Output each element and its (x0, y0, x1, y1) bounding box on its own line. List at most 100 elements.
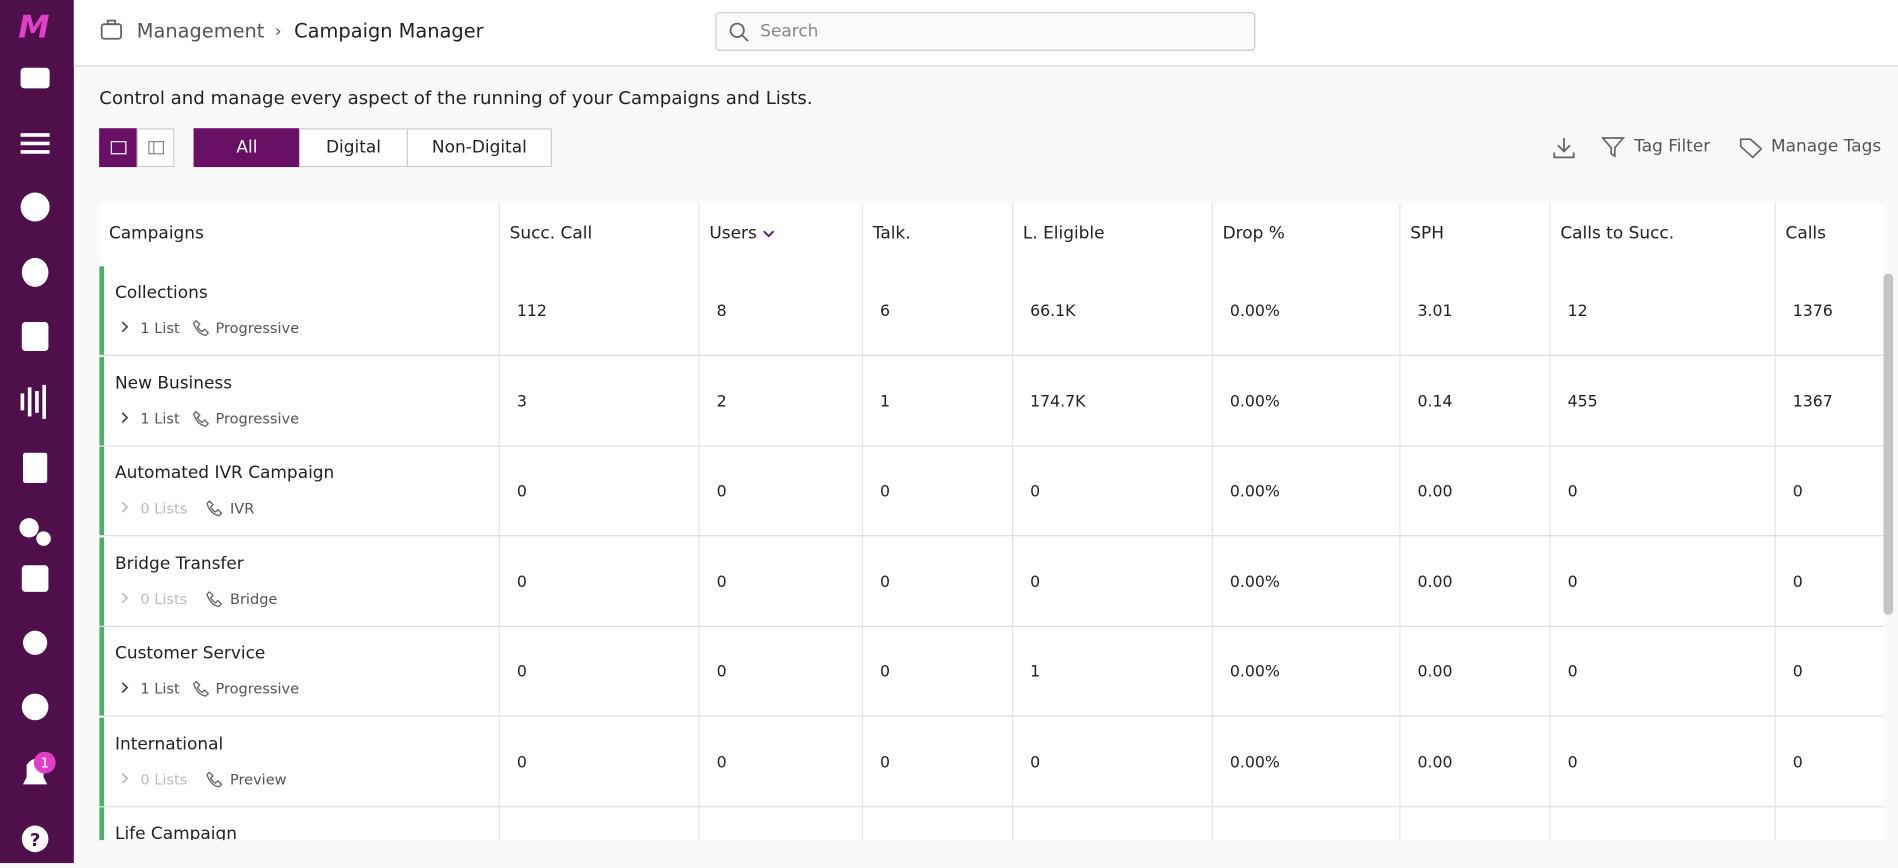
nav-icon[interactable] (20, 192, 50, 222)
dial-mode-icon (206, 770, 223, 791)
campaign-name[interactable]: Automated IVR Campaign (114, 463, 335, 483)
sort-icon (762, 230, 774, 238)
nav-icon[interactable] (22, 630, 48, 655)
filter-icon (1601, 137, 1626, 158)
cell-value: 0 (1567, 482, 1578, 502)
search-placeholder: Search (760, 21, 819, 42)
column-header: Campaigns (108, 223, 204, 244)
column-divider (1011, 203, 1014, 841)
cell-value: 12 (1567, 302, 1588, 321)
list-count: 0 Lists (140, 770, 188, 788)
cell-value: 1 (1030, 663, 1041, 682)
column-divider (1399, 203, 1401, 841)
cell-value: 174.7K (1030, 392, 1086, 411)
cell-value: 0.00% (1229, 753, 1280, 772)
table-row[interactable]: International 0 Lists Preview 0 0 0 0 0.00% 0.00… (99, 717, 1884, 807)
cell-value: 0 (516, 753, 527, 772)
cell-value: 0 (1567, 573, 1578, 592)
nav-icon[interactable] (21, 321, 49, 352)
cell-value: 0 (880, 482, 891, 502)
top-bar: Management › Campaign Manager Search (73, 0, 1898, 67)
campaign-name[interactable]: International (114, 734, 224, 754)
cell-value: 0 (716, 482, 727, 502)
nav-icon[interactable] (21, 693, 49, 721)
column-divider (698, 203, 700, 841)
scrollbar[interactable] (1883, 273, 1894, 615)
help-mark: ? (30, 830, 41, 851)
column-header: Calls to Succ. (1560, 223, 1675, 244)
table-row[interactable]: New Business 1 List Progressive 3 2 1 174.7K 0.… (99, 356, 1884, 447)
campaign-table: Campaigns Succ. Call Users Talk. L. Eligibl… (99, 203, 1884, 841)
nav-icon[interactable] (22, 452, 48, 483)
search-icon (729, 22, 749, 42)
column-header[interactable]: Users (709, 224, 774, 243)
nav-icon[interactable] (21, 565, 49, 592)
table-row[interactable]: Life Campaign (99, 807, 1884, 841)
expand-icon (120, 500, 130, 518)
status-bar (99, 266, 105, 355)
help-icon[interactable] (21, 825, 49, 853)
tag-filter[interactable]: Tag Filter (1634, 136, 1711, 157)
cell-value: 0 (716, 753, 727, 772)
tab[interactable]: Digital (298, 128, 408, 168)
table-row[interactable]: Bridge Transfer 0 Lists Bridge 0 0 0 0 0.00% 0.0… (99, 536, 1884, 627)
cell-value: 0.00% (1229, 392, 1280, 411)
status-bar (99, 807, 105, 841)
campaign-name[interactable]: New Business (114, 373, 233, 393)
tab[interactable]: Non-Digital (406, 128, 552, 168)
cell-value: 0 (1567, 663, 1578, 682)
search-box[interactable]: Search (715, 12, 1256, 51)
nav-icon[interactable] (20, 67, 50, 89)
view-toggle[interactable] (136, 128, 175, 168)
breadcrumb-separator: › (274, 21, 282, 42)
dial-mode: Progressive (215, 409, 300, 427)
tab[interactable]: All (193, 128, 301, 168)
table-row[interactable]: Customer Service 1 List Progressive 0 0 0 1 0.0… (99, 627, 1884, 717)
nav-icon[interactable] (20, 393, 25, 411)
cell-value: 1 (880, 392, 891, 411)
column-divider (1774, 203, 1776, 841)
cell-value: 0.00 (1417, 573, 1453, 592)
expand-icon (120, 590, 130, 608)
campaign-name[interactable]: Bridge Transfer (114, 553, 244, 574)
dial-mode: Bridge (229, 590, 278, 608)
cell-value: 0.14 (1417, 392, 1453, 411)
campaign-name[interactable]: Customer Service (114, 643, 266, 664)
status-bar (99, 446, 105, 536)
dial-mode-icon (192, 319, 210, 341)
briefcase-icon (100, 19, 122, 40)
column-header: Succ. Call (509, 223, 593, 244)
status-bar (99, 356, 105, 445)
cell-value: 0 (716, 573, 727, 592)
column-header: Drop % (1222, 223, 1285, 244)
cell-value: 0 (1792, 482, 1803, 502)
cell-value: 0 (1030, 573, 1041, 592)
status-bar (99, 717, 105, 806)
nav-icon[interactable] (20, 133, 50, 137)
manage-tags[interactable]: Manage Tags (1770, 136, 1882, 157)
table-row[interactable]: Automated IVR Campaign 0 Lists IVR 0 0 0 0 0.00… (99, 446, 1884, 537)
logo[interactable]: M (18, 10, 49, 46)
campaign-name[interactable]: Collections (114, 283, 208, 303)
table-row[interactable]: Collections 1 List Progressive 112 8 6 66.1K 0.… (99, 266, 1884, 356)
cell-value: 455 (1567, 392, 1598, 411)
cell-value: 0 (1030, 753, 1041, 772)
nav-icon[interactable] (19, 518, 39, 538)
column-divider (1549, 203, 1551, 841)
cell-value: 0.00 (1417, 753, 1453, 772)
cell-value: 1376 (1792, 302, 1833, 321)
breadcrumb-link[interactable]: Management (136, 19, 265, 43)
campaign-name[interactable]: Life Campaign (114, 824, 238, 841)
nav-icon[interactable] (21, 257, 49, 287)
cell-value: 112 (516, 302, 547, 321)
download-icon[interactable] (1552, 136, 1576, 160)
dial-mode: Progressive (215, 680, 300, 698)
list-count: 1 List (140, 409, 180, 427)
list-count: 0 Lists (140, 499, 188, 517)
cell-value: 66.1K (1030, 302, 1076, 321)
view-toggle[interactable] (99, 128, 137, 168)
status-bar (99, 536, 105, 626)
cell-value: 6 (880, 302, 891, 321)
